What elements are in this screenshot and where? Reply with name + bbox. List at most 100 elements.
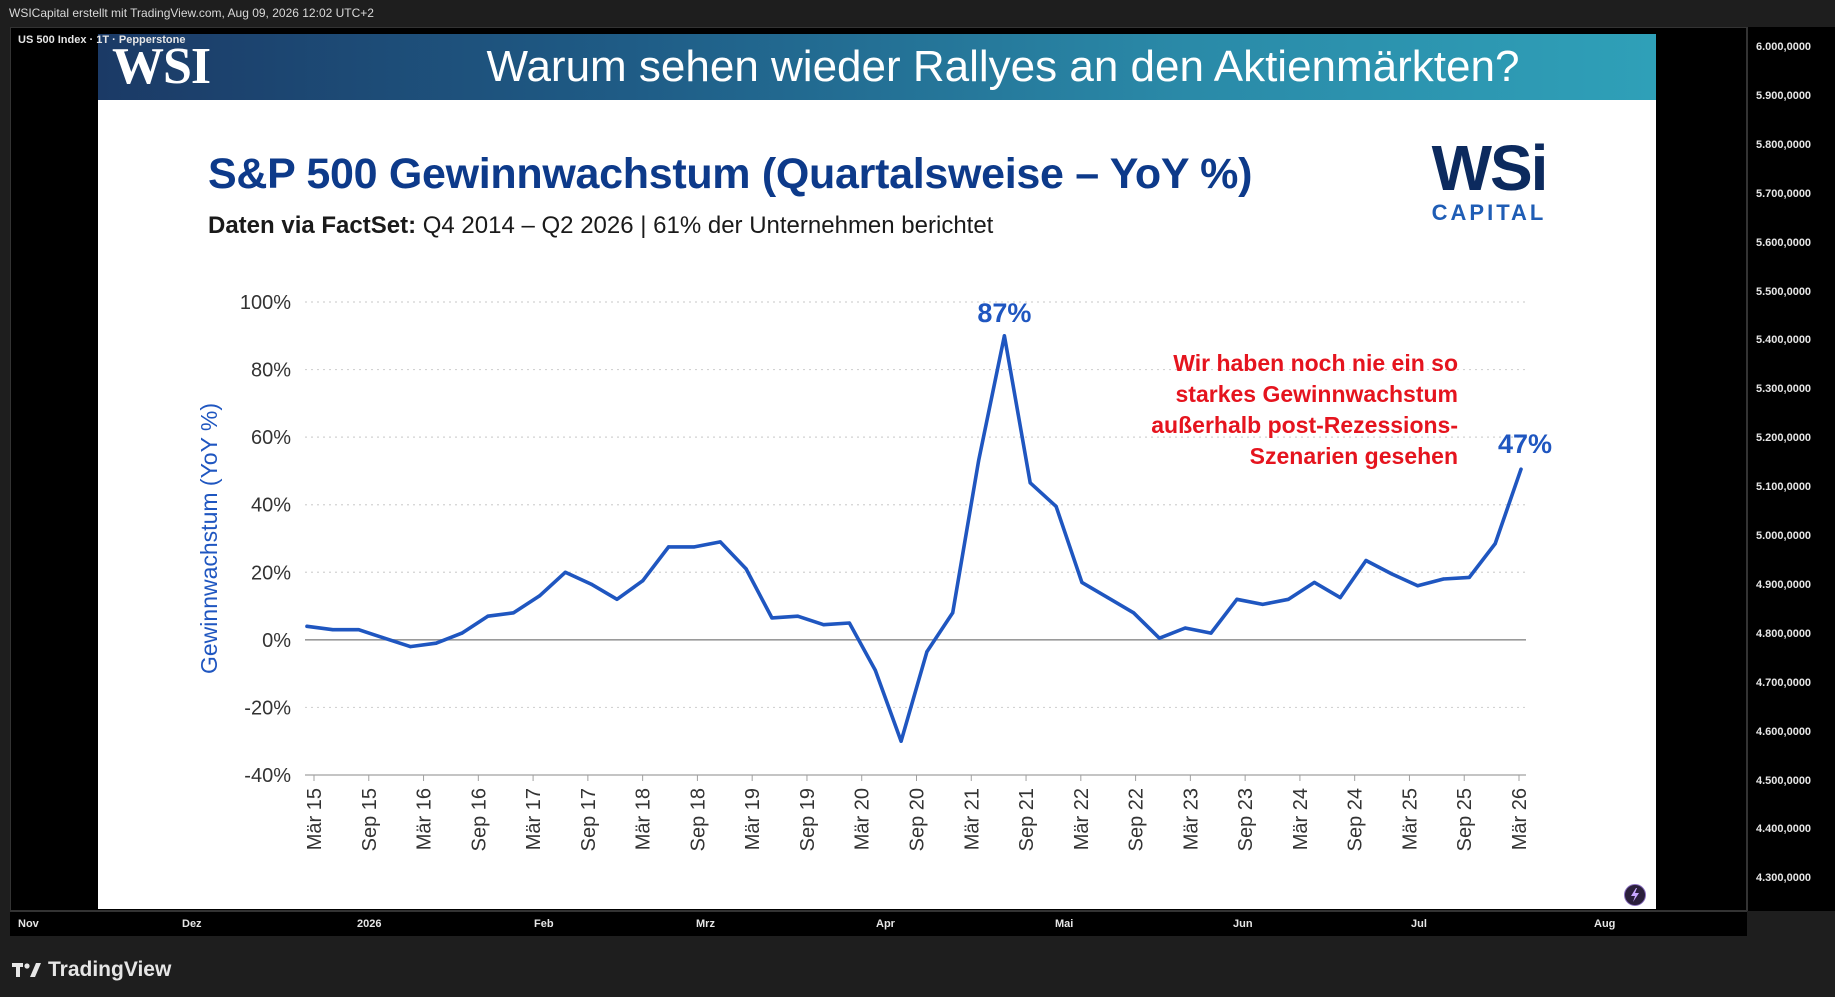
price-tick: 4.500,0000 <box>1756 774 1812 787</box>
data-point <box>1338 596 1342 600</box>
data-point <box>847 621 852 625</box>
subtitle-rest: Q4 2014 – Q2 2026 | 61% der Unternehmen … <box>416 212 994 239</box>
y-tick-label: 100% <box>240 292 291 314</box>
x-tick-label: Sep 20 <box>907 788 929 851</box>
x-tick-label: Mär 18 <box>633 788 655 850</box>
time-tick: Jun <box>1233 918 1253 930</box>
time-tick: Dez <box>182 918 202 930</box>
price-tick: 5.000,0000 <box>1756 530 1812 542</box>
x-tick-label: Mär 26 <box>1509 788 1531 850</box>
data-point <box>486 614 490 618</box>
data-point <box>744 567 748 571</box>
price-tick: 5.800,0000 <box>1756 138 1812 151</box>
data-point <box>692 545 697 549</box>
price-tick: 5.600,0000 <box>1756 236 1812 249</box>
x-tick-label: Sep 19 <box>797 788 819 851</box>
y-tick-label: -40% <box>244 765 291 787</box>
lightning-icon[interactable] <box>1624 884 1646 906</box>
price-tick: 4.300,0000 <box>1756 872 1812 885</box>
price-tick: 4.800,0000 <box>1756 627 1812 640</box>
x-tick-label: Mär 20 <box>852 788 874 850</box>
x-tick-label: Sep 18 <box>687 788 709 851</box>
data-point <box>331 628 335 632</box>
wsi-capital-logo: WSi CAPITAL <box>1424 134 1554 224</box>
data-point <box>1312 580 1316 585</box>
time-tick: Aug <box>1594 918 1616 930</box>
data-point <box>1002 334 1007 338</box>
data-point <box>1364 558 1368 563</box>
wsi-logo-main: WSi <box>1431 132 1549 204</box>
data-point <box>873 668 877 672</box>
data-point <box>667 545 671 549</box>
symbol-legend[interactable]: US 500 Index · 1T · Pepperstone <box>18 34 186 46</box>
time-tick: Jul <box>1411 918 1427 930</box>
slide-image: WSI Warum sehen wieder Rallyes an den Ak… <box>98 34 1656 909</box>
x-tick-label: Mär 21 <box>961 788 983 850</box>
annotation-text: Wir haben noch nie ein so starkes Gewinn… <box>1108 348 1458 472</box>
price-tick: 5.100,0000 <box>1756 481 1812 494</box>
annotation-line: starkes Gewinnwachstum <box>1175 381 1459 407</box>
price-axis[interactable]: 6.000,0000 5.900,0000 5.800,0000 5.700,0000… <box>1747 27 1835 911</box>
data-point <box>1183 626 1187 630</box>
data-point <box>899 739 903 743</box>
data-point <box>641 579 645 583</box>
data-point <box>822 623 826 627</box>
tradingview-logo[interactable]: TradingView <box>12 958 171 982</box>
data-point <box>537 594 542 598</box>
latest-label: 47% <box>1498 429 1552 459</box>
y-tick-label: 80% <box>251 360 291 382</box>
price-tick: 5.200,0000 <box>1756 432 1812 445</box>
subtitle-prefix: Daten via FactSet: <box>208 212 417 239</box>
data-point <box>512 611 516 615</box>
x-tick-label: Sep 25 <box>1454 788 1476 851</box>
x-tick-label: Sep 22 <box>1126 788 1148 851</box>
data-point <box>1416 584 1420 588</box>
slide-header: WSI Warum sehen wieder Rallyes an den Ak… <box>98 34 1656 100</box>
data-point <box>925 650 929 654</box>
data-point <box>305 624 309 628</box>
peak-label: 87% <box>977 298 1031 328</box>
time-tick: Nov <box>18 918 39 930</box>
x-tick-label: Mär 22 <box>1071 788 1093 850</box>
data-point <box>1106 596 1110 600</box>
data-point <box>357 628 361 632</box>
data-point <box>770 616 774 620</box>
data-point <box>589 582 593 586</box>
tradingview-brand: TradingView <box>48 958 172 981</box>
time-axis[interactable]: Nov Dez 2026 Feb Mrz Apr Mai Jun Jul Aug <box>10 911 1747 936</box>
credit-text: WSICapital erstellt mit TradingView.com,… <box>9 6 374 20</box>
data-point <box>1028 481 1032 485</box>
data-point <box>951 611 955 615</box>
data-point <box>1467 575 1471 580</box>
data-point <box>1493 542 1497 546</box>
data-point <box>1261 602 1265 607</box>
data-point <box>1209 631 1213 635</box>
data-point <box>1054 504 1058 508</box>
x-tick-label: Mär 24 <box>1290 788 1312 850</box>
wsi-logo-sub: CAPITAL <box>1431 200 1547 225</box>
data-point <box>796 614 800 618</box>
y-tick-label: -20% <box>244 697 291 719</box>
data-point <box>1132 611 1136 615</box>
annotation-line: Szenarien gesehen <box>1249 443 1458 469</box>
x-tick-label: Mär 23 <box>1180 788 1202 850</box>
x-tick-label: Mär 25 <box>1399 788 1421 850</box>
y-tick-label: 40% <box>251 495 291 517</box>
data-point <box>1286 597 1291 601</box>
price-tick: 4.900,0000 <box>1756 578 1812 591</box>
annotation-line: außerhalb post-Rezessions- <box>1151 412 1458 438</box>
data-point <box>977 459 981 463</box>
tradingview-logo-icon <box>12 961 42 979</box>
price-tick: 4.700,0000 <box>1756 676 1812 689</box>
x-tick-label: Sep 24 <box>1345 788 1367 851</box>
x-tick-label: Mär 19 <box>742 788 764 850</box>
y-axis-label: Gewinnwachstum (YoY %) <box>196 403 222 674</box>
annotation-line: Wir haben noch nie ein so <box>1173 350 1458 376</box>
price-tick: 5.900,0000 <box>1756 89 1812 102</box>
footer: TradingView <box>0 936 1835 997</box>
wsi-banner-logo: WSI <box>112 38 211 95</box>
data-point <box>615 597 619 601</box>
data-point <box>563 570 567 574</box>
time-tick: 2026 <box>357 918 382 930</box>
x-tick-label: Sep 16 <box>468 788 490 851</box>
